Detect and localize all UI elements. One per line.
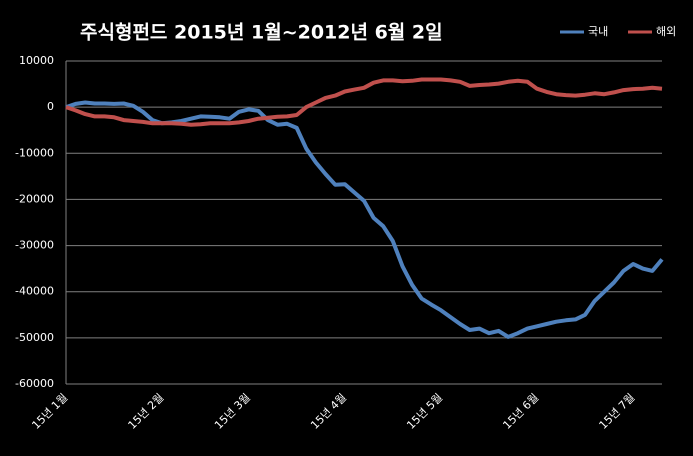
y-tick-label: -50000 [15,331,54,344]
legend-label: 국내 [588,25,608,38]
line-series [65,77,663,127]
y-tick-label: -30000 [15,239,54,252]
legend-label: 해외 [656,24,676,38]
chart-title: 주식형펀드 2015년 1월~2012년 6월 2일 [80,22,443,44]
y-tick-label: -40000 [15,285,54,298]
y-tick-label: -10000 [15,146,54,159]
y-tick-label: 0 [47,100,54,113]
y-tick-label: -60000 [15,377,54,390]
y-tick-label: 10000 [19,54,54,67]
y-tick-label: -20000 [15,192,54,205]
